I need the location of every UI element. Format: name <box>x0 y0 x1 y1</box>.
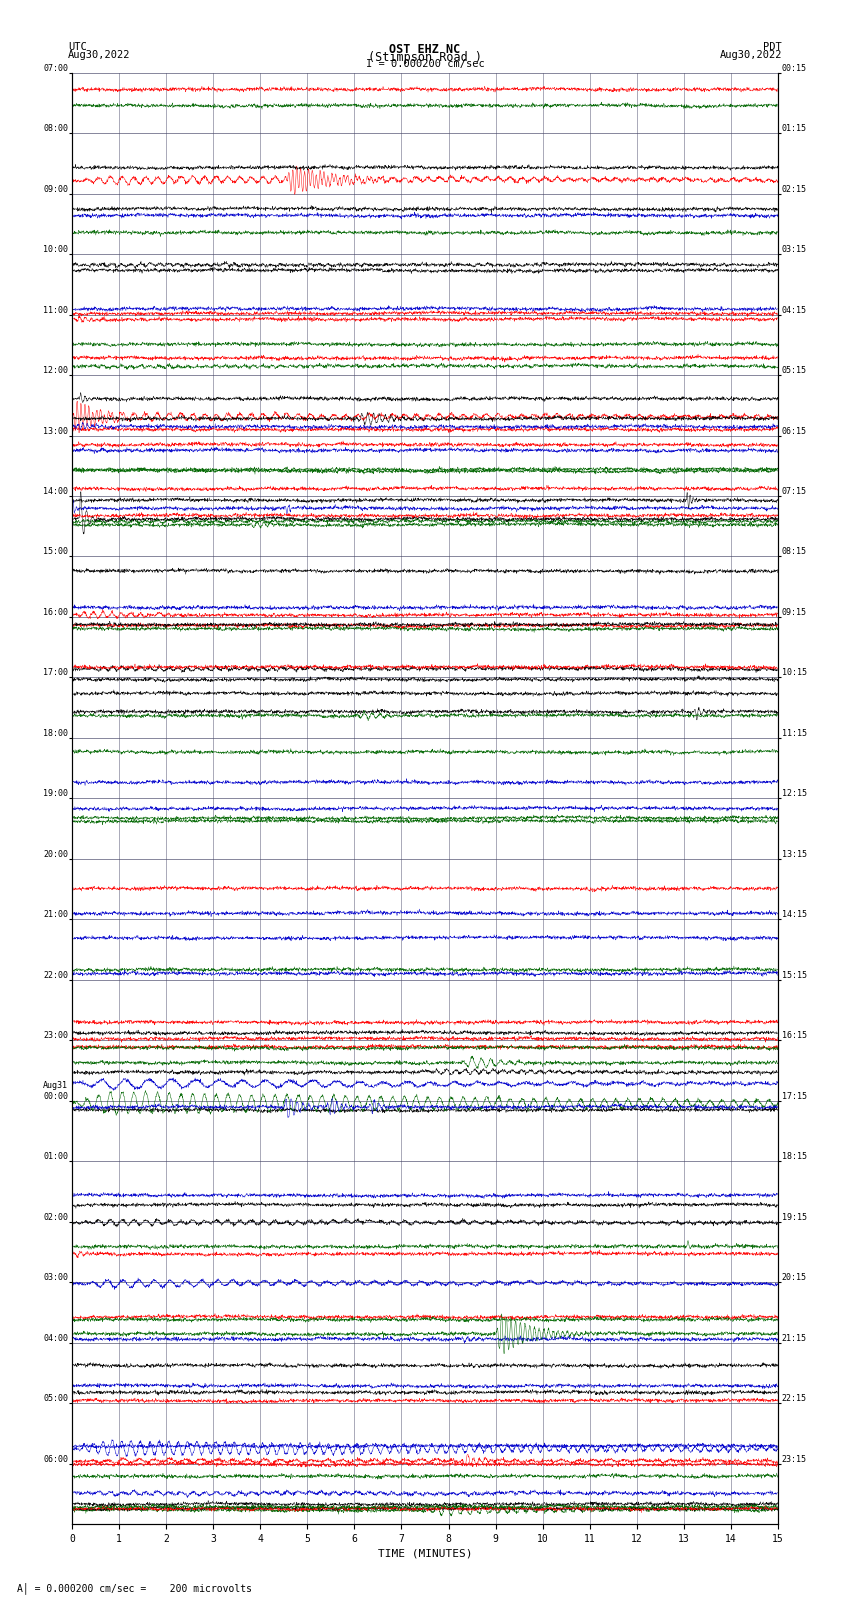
X-axis label: TIME (MINUTES): TIME (MINUTES) <box>377 1548 473 1558</box>
Text: A│ = 0.000200 cm/sec =    200 microvolts: A│ = 0.000200 cm/sec = 200 microvolts <box>17 1582 252 1594</box>
Text: I = 0.000200 cm/sec: I = 0.000200 cm/sec <box>366 58 484 69</box>
Text: Aug30,2022: Aug30,2022 <box>719 50 782 60</box>
Text: UTC: UTC <box>68 42 87 52</box>
Text: (Stimpson Road ): (Stimpson Road ) <box>368 50 482 65</box>
Text: PDT: PDT <box>763 42 782 52</box>
Text: OST EHZ NC: OST EHZ NC <box>389 44 461 56</box>
Text: Aug30,2022: Aug30,2022 <box>68 50 131 60</box>
